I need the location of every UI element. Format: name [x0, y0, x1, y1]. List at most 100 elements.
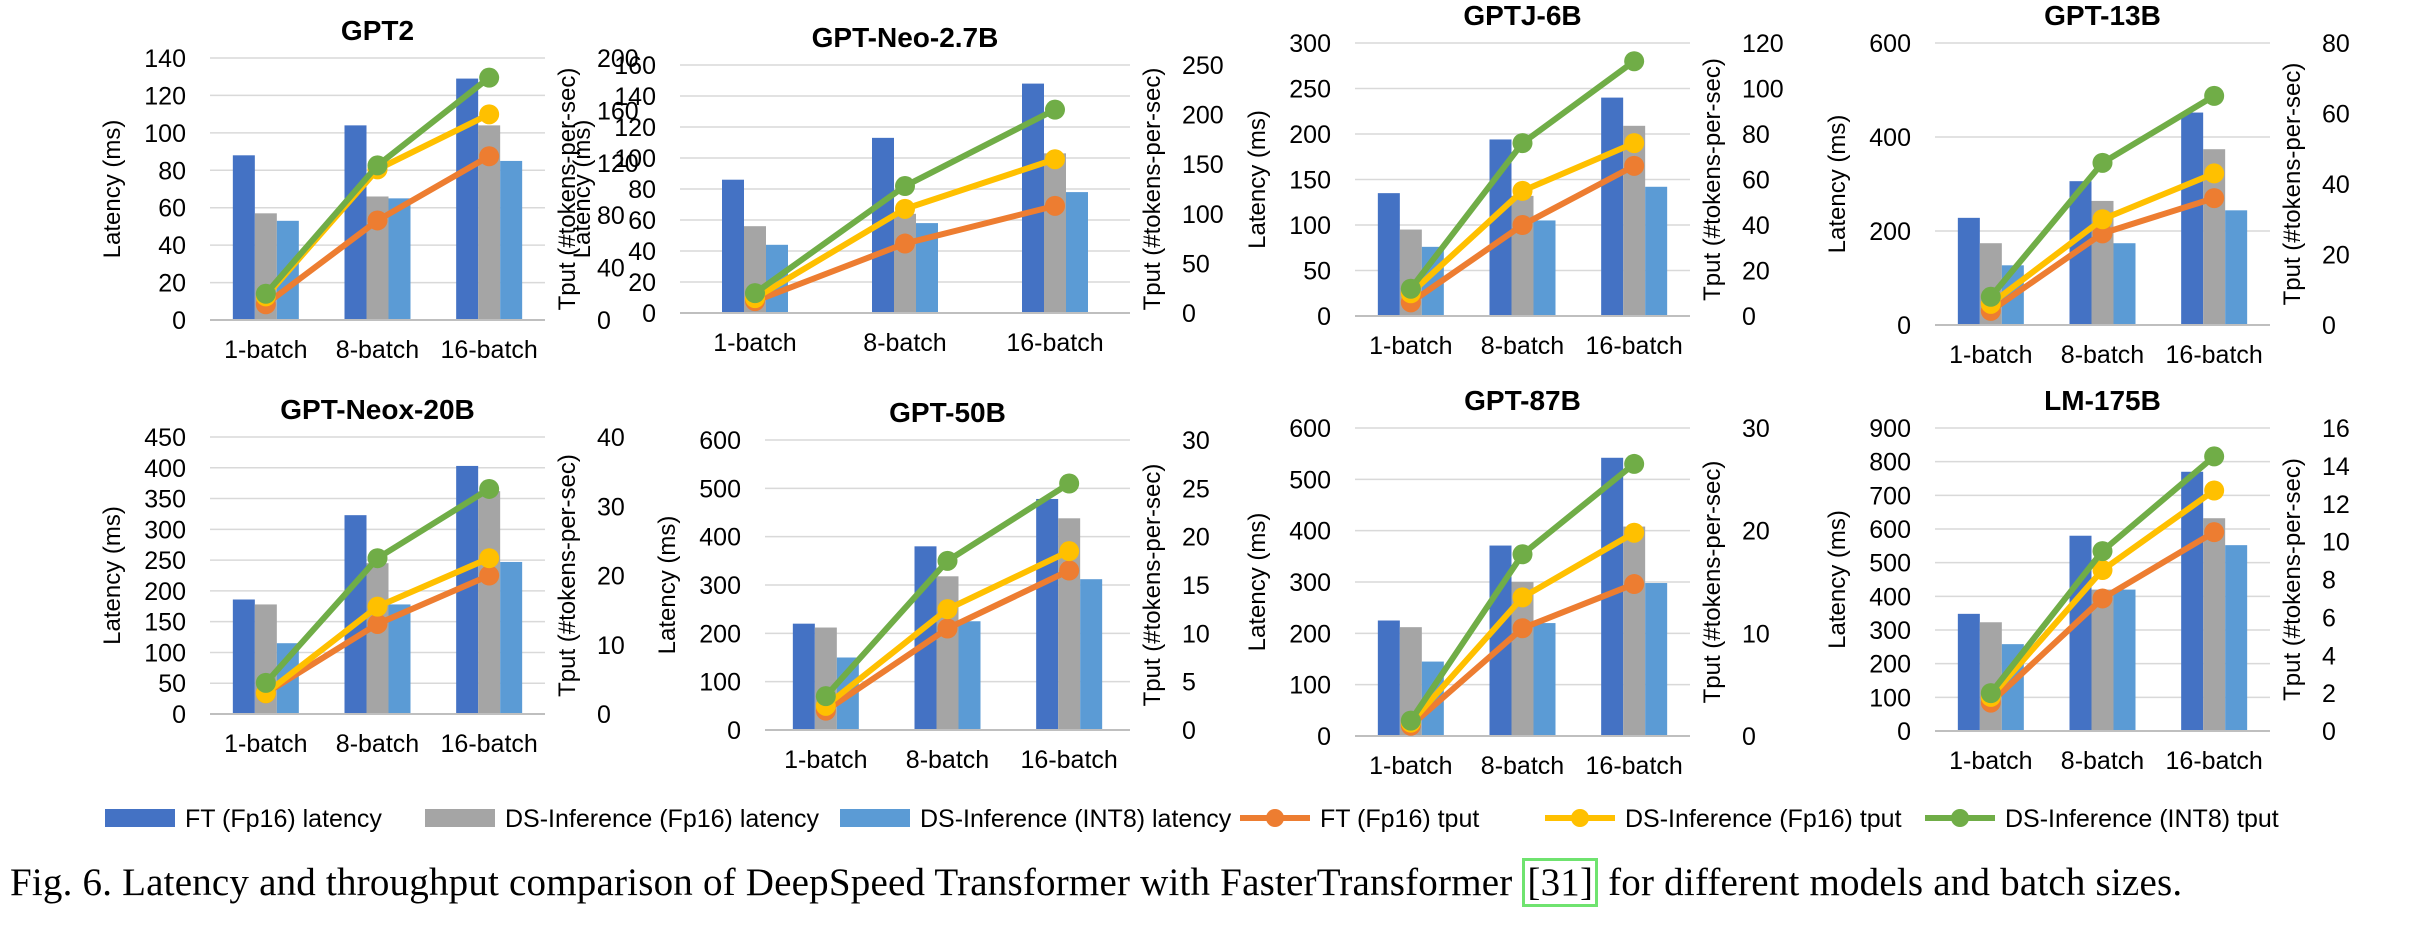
- point-ds-inference-int8-tput: [1980, 683, 2001, 704]
- y-tick-label: 140: [614, 83, 656, 111]
- x-tick-label: 16-batch: [1021, 746, 1118, 774]
- point-ds-inference-fp16-tput: [367, 596, 388, 617]
- y-tick-label: 0: [642, 300, 656, 328]
- y2-tick-label: 30: [597, 493, 625, 521]
- y2-tick-label: 30: [1182, 427, 1210, 455]
- y-tick-label: 500: [1869, 550, 1911, 578]
- legend-marker: [1571, 809, 1589, 827]
- bar-ds-inference-int8-latency: [500, 160, 523, 320]
- y-tick-label: 20: [158, 270, 186, 298]
- point-ft-fp16-tput: [1059, 560, 1080, 581]
- y2-tick-label: 120: [597, 150, 639, 178]
- legend-label: FT (Fp16) latency: [185, 805, 382, 833]
- bar-ds-inference-fp16-latency: [1979, 622, 2002, 731]
- legend-label: DS-Inference (Fp16) latency: [505, 805, 820, 833]
- point-ds-inference-fp16-tput: [479, 104, 500, 125]
- bar-ft-fp16-latency: [1601, 457, 1624, 736]
- chart-gpt-neo-2-7b: GPT-Neo-2.7B0204060801001201401600501001…: [569, 22, 1224, 357]
- legend-swatch: [840, 809, 910, 827]
- y-axis-label: Latency (ms): [1244, 110, 1271, 249]
- y2-tick-label: 10: [1742, 620, 1770, 648]
- point-ds-inference-fp16-tput: [2204, 163, 2225, 184]
- y2-tick-label: 4: [2322, 642, 2336, 670]
- point-ds-inference-fp16-tput: [2204, 480, 2225, 501]
- point-ft-fp16-tput: [2204, 522, 2225, 543]
- point-ds-inference-int8-tput: [1400, 710, 1421, 731]
- point-ft-fp16-tput: [479, 146, 500, 167]
- x-tick-label: 16-batch: [2166, 747, 2263, 775]
- bar-ds-inference-fp16-latency: [1623, 125, 1646, 316]
- bar-ds-inference-fp16-latency: [366, 563, 389, 714]
- y-tick-label: 400: [1289, 518, 1331, 546]
- chart-title: GPT-Neox-20B: [280, 394, 475, 425]
- y-tick-label: 50: [158, 670, 186, 698]
- legend-marker: [1951, 809, 1969, 827]
- point-ds-inference-fp16-tput: [1624, 133, 1645, 154]
- y2-tick-label: 0: [1182, 717, 1196, 745]
- y2-tick-label: 10: [1182, 620, 1210, 648]
- y-tick-label: 400: [144, 455, 186, 483]
- y2-axis-label: Tput (#tokens-per-sec): [554, 454, 581, 697]
- y-tick-label: 350: [144, 486, 186, 514]
- bar-ds-inference-int8-latency: [388, 604, 411, 714]
- y-tick-label: 80: [158, 157, 186, 185]
- chart-lm-175b: LM-175B 0 100 200 300 400 500 600 700 800 900 0 2 4 6 8…: [1824, 385, 2350, 775]
- chart-title: GPT2: [341, 15, 414, 46]
- y-tick-label: 200: [1869, 651, 1911, 679]
- x-tick-label: 8-batch: [906, 746, 989, 774]
- y-tick-label: 100: [614, 145, 656, 173]
- bar-ds-inference-int8-latency: [2113, 243, 2136, 325]
- point-ds-inference-fp16-tput: [1512, 587, 1533, 608]
- bar-ds-inference-int8-latency: [1645, 186, 1668, 316]
- x-tick-label: 1-batch: [224, 730, 307, 758]
- bar-ft-fp16-latency: [1377, 193, 1400, 316]
- x-tick-label: 8-batch: [863, 329, 946, 357]
- chart-gpt-neox-20b: GPT-Neox-20B0501001502002503003504004500…: [99, 394, 625, 758]
- y-tick-label: 100: [1869, 684, 1911, 712]
- y-tick-label: 900: [1869, 415, 1911, 443]
- chart-gpt-87b: GPT-87B 0 100 200 300 400 500 600 0 10 20 30 Latency…: [1244, 385, 1770, 780]
- bar-ft-fp16-latency: [456, 78, 479, 320]
- point-ds-inference-fp16-tput: [479, 548, 500, 569]
- bar-ft-fp16-latency: [232, 155, 255, 320]
- y-tick-label: 200: [1289, 620, 1331, 648]
- x-tick-label: 16-batch: [1006, 329, 1103, 357]
- x-tick-label: 16-batch: [1586, 332, 1683, 360]
- point-ds-inference-int8-tput: [1045, 99, 1065, 120]
- y2-tick-label: 80: [1742, 121, 1770, 149]
- point-ft-fp16-tput: [1512, 618, 1533, 639]
- y-tick-label: 500: [1289, 466, 1331, 494]
- y-tick-label: 0: [1897, 312, 1911, 340]
- y-tick-label: 200: [1289, 121, 1331, 149]
- x-tick-label: 1-batch: [784, 746, 867, 774]
- y-tick-label: 150: [1289, 167, 1331, 195]
- caption-reference-link[interactable]: [31]: [1522, 858, 1599, 907]
- bar-ds-inference-fp16-latency: [2091, 589, 2114, 731]
- bar-ft-fp16-latency: [722, 179, 744, 313]
- chart-gpt-13b: GPT-13B 0 200 400 600 0 20 40 60 80 Latency (ms) Tp…: [1824, 0, 2350, 369]
- bar-ft-fp16-latency: [456, 465, 479, 714]
- y-tick-label: 300: [1289, 569, 1331, 597]
- y2-tick-label: 80: [2322, 30, 2350, 58]
- bar-ft-fp16-latency: [1957, 217, 1980, 325]
- x-tick-label: 1-batch: [713, 329, 796, 357]
- y2-tick-label: 40: [597, 255, 625, 283]
- y-tick-label: 300: [699, 572, 741, 600]
- bar-ft-fp16-latency: [1957, 613, 1980, 731]
- point-ft-fp16-tput: [895, 233, 915, 254]
- point-ds-inference-int8-tput: [937, 550, 958, 571]
- y2-tick-label: 6: [2322, 604, 2336, 632]
- legend-item-ds-inference-fp16-latency: DS-Inference (Fp16) latency: [425, 805, 820, 833]
- y-tick-label: 600: [1869, 516, 1911, 544]
- bar-ds-inference-fp16-latency: [1623, 526, 1646, 736]
- y2-tick-label: 10: [2322, 529, 2350, 557]
- bar-ds-inference-fp16-latency: [478, 125, 501, 320]
- bar-ds-inference-fp16-latency: [2203, 518, 2226, 731]
- point-ds-inference-fp16-tput: [2092, 560, 2113, 581]
- y-tick-label: 50: [1303, 258, 1331, 286]
- y-axis-label: Latency (ms): [569, 120, 596, 259]
- y2-axis-label: Tput (#tokens-per-sec): [1139, 464, 1166, 707]
- bar-ft-fp16-latency: [2181, 112, 2204, 325]
- x-tick-label: 16-batch: [441, 730, 538, 758]
- y-tick-label: 20: [628, 269, 656, 297]
